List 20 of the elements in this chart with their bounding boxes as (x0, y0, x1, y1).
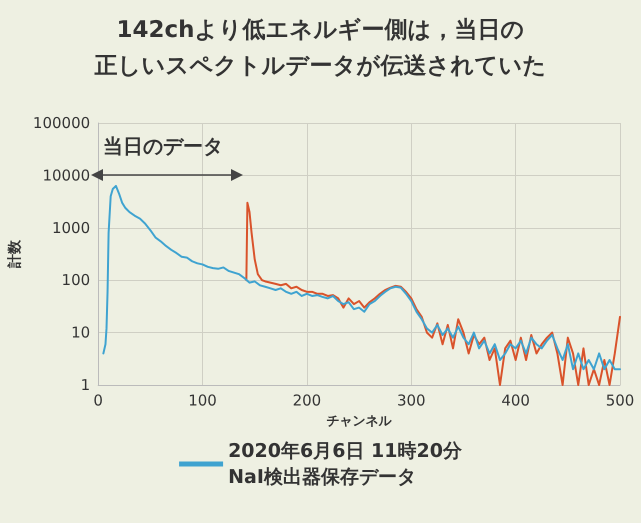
x-tick-label: 400 (501, 392, 530, 410)
y-tick-label: 1 (80, 376, 90, 394)
x-tick-label: 500 (606, 392, 634, 410)
x-tick-label: 0 (93, 392, 103, 410)
y-tick-label: 10 (71, 324, 90, 342)
line-series (102, 184, 621, 370)
chart-subtitle: 正しいスペクトルデータが伝送されていた (94, 53, 546, 79)
x-tick-label: 100 (188, 392, 217, 410)
y-tick-label: 100000 (32, 114, 90, 132)
x-tick-label: 300 (396, 392, 426, 410)
x-axis-title: チャンネル (326, 414, 393, 429)
annotation: 当日のデータ (103, 133, 223, 160)
chart-title: 142chより低エネルギー側は，当日の (116, 17, 525, 43)
legend-label: 2020年6月6日 11時20分 NaI検出器保存データ (228, 440, 463, 488)
x-tick-label: 200 (292, 392, 322, 410)
y-tick-label: 100 (62, 271, 90, 290)
y-tick-label: 1000 (52, 218, 90, 237)
y-axis-title: 計数 (7, 239, 23, 269)
line-series (245, 202, 621, 386)
y-tick-label: 10000 (42, 166, 90, 184)
